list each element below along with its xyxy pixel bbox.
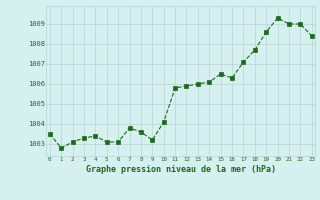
X-axis label: Graphe pression niveau de la mer (hPa): Graphe pression niveau de la mer (hPa)	[86, 165, 276, 174]
